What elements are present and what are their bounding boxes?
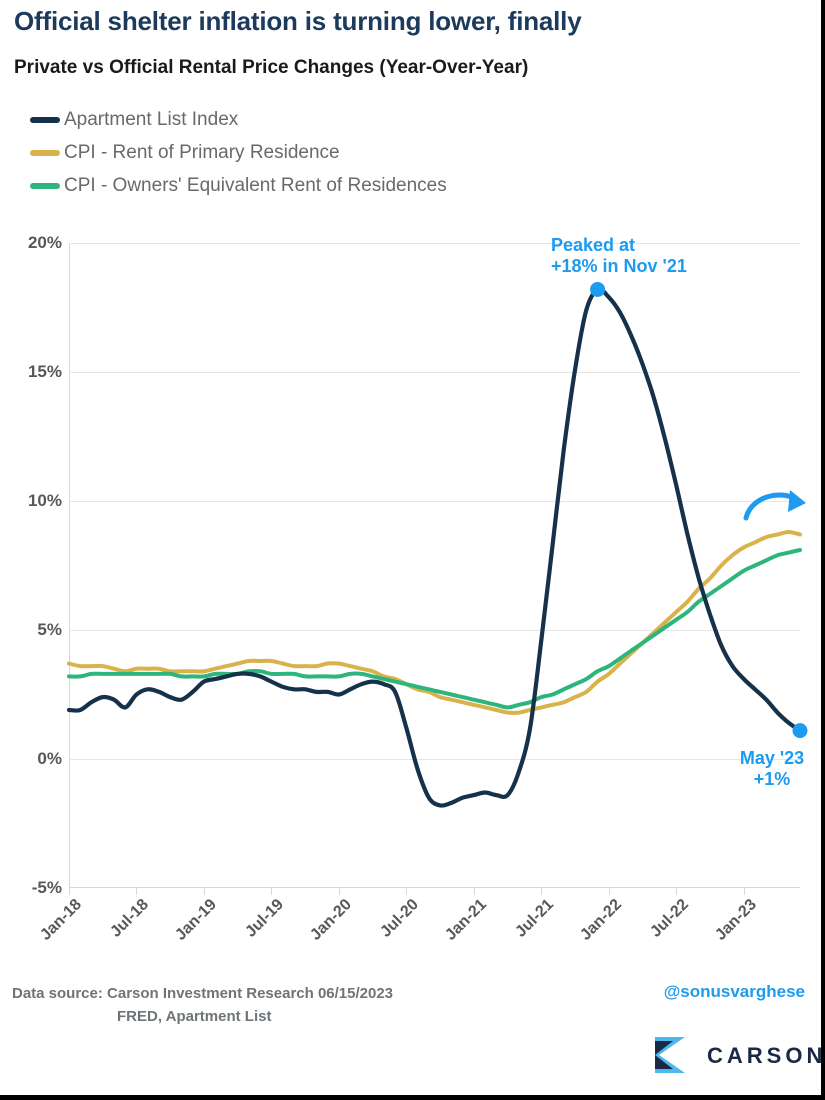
end-marker-dot xyxy=(792,723,808,739)
x-axis-tickmark xyxy=(608,888,610,895)
end-annotation: May '23 +1% xyxy=(737,748,807,790)
data-source-line1: Data source: Carson Investment Research … xyxy=(12,985,394,1002)
carson-mark-icon xyxy=(655,1037,685,1073)
legend-item-cpi-rent: CPI - Rent of Primary Residence xyxy=(30,136,447,169)
carson-logo: CARSON xyxy=(645,1033,825,1079)
end-annotation-line1: May '23 xyxy=(739,748,805,768)
y-axis-labels: -5% 0% 5% 10% 15% 20% xyxy=(0,233,62,897)
x-axis-tickmark xyxy=(541,888,543,895)
legend-swatch-navy xyxy=(30,116,60,123)
gridline-10% xyxy=(69,501,800,502)
x-axis-tickmark xyxy=(136,888,138,895)
legend-swatch-green xyxy=(30,182,60,189)
gridline-20% xyxy=(69,243,800,244)
peak-annotation: Peaked at +18% in Nov '21 xyxy=(551,235,687,277)
data-source-line2: FRED, Apartment List xyxy=(117,1008,272,1025)
x-axis-tickmark xyxy=(338,888,340,895)
y-axis-tick-label: 15% xyxy=(27,362,62,381)
series-line-2 xyxy=(67,548,802,710)
x-axis-line xyxy=(69,887,800,888)
x-axis-tickmark xyxy=(676,888,678,895)
y-axis-tick-label: -5% xyxy=(31,878,62,897)
legend-item-apartment-list: Apartment List Index xyxy=(30,103,447,136)
x-axis-tickmark xyxy=(743,888,745,895)
carson-logo-text: CARSON xyxy=(707,1043,825,1068)
x-axis-tickmark xyxy=(69,888,70,895)
x-axis-tickmark xyxy=(473,888,475,895)
page-title: Official shelter inflation is turning lo… xyxy=(14,6,582,36)
plot-area xyxy=(69,243,800,888)
gridline-5% xyxy=(69,630,800,631)
page-subtitle: Private vs Official Rental Price Changes… xyxy=(14,57,529,78)
peak-annotation-line1: Peaked at xyxy=(551,235,636,255)
legend-item-cpi-oer: CPI - Owners' Equivalent Rent of Residen… xyxy=(30,169,447,202)
legend-label-apartment-list: Apartment List Index xyxy=(64,108,239,130)
x-axis-tickmark xyxy=(203,888,205,895)
x-axis-tickmark xyxy=(406,888,408,895)
legend-label-cpi-rent: CPI - Rent of Primary Residence xyxy=(64,141,340,163)
legend-label-cpi-oer: CPI - Owners' Equivalent Rent of Residen… xyxy=(64,174,447,196)
y-axis-line xyxy=(69,243,70,888)
y-axis-tick-label: 5% xyxy=(37,620,62,639)
peak-marker-dot xyxy=(590,281,606,297)
peak-annotation-line2: +18% in Nov '21 xyxy=(551,256,687,276)
y-axis-tick-label: 20% xyxy=(27,233,62,252)
y-axis-tick-label: 10% xyxy=(27,491,62,510)
series-line-1 xyxy=(67,530,802,715)
end-annotation-line2: +1% xyxy=(753,769,791,789)
legend-swatch-gold xyxy=(30,149,60,156)
gridline-0% xyxy=(69,759,800,760)
twitter-handle[interactable]: @sonusvarghese xyxy=(663,982,805,1001)
series-line-0 xyxy=(66,286,803,808)
down-trend-arrowhead-icon xyxy=(788,490,806,512)
x-axis-tickmark xyxy=(271,888,273,895)
gridline-15% xyxy=(69,372,800,373)
chart-legend: Apartment List Index CPI - Rent of Prima… xyxy=(30,103,447,202)
y-axis-tick-label: 0% xyxy=(37,749,62,768)
data-source: Data source: Carson Investment Research … xyxy=(12,982,393,1028)
